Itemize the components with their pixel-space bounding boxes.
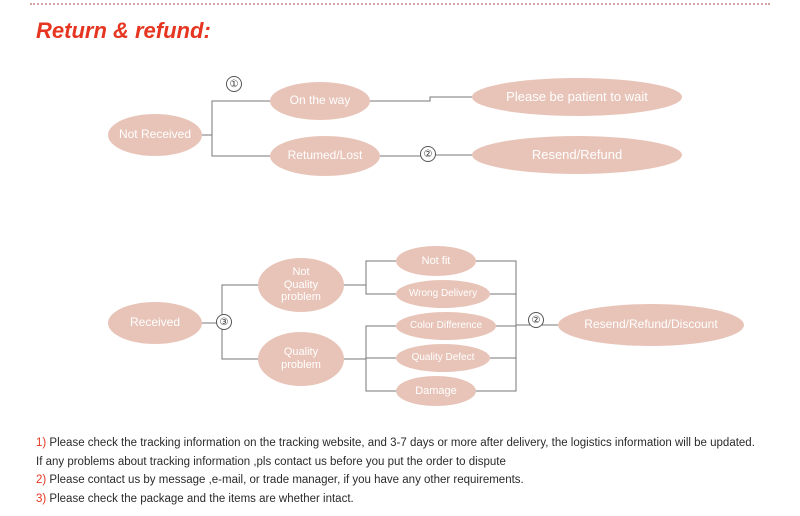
edge-quality_defect-resend_refund2 (490, 325, 558, 358)
edge-received-quality (202, 323, 258, 359)
node-not_quality: NotQualityproblem (258, 258, 344, 312)
node-not_fit: Not fit (396, 246, 476, 276)
footer-line-3: 3) Please check the package and the item… (36, 490, 764, 508)
node-quality: Qualityproblem (258, 332, 344, 386)
node-wrong_delivery: Wrong Delivery (396, 280, 490, 308)
node-returned_lost: Retumed/Lost (270, 136, 380, 176)
edge-not_quality-wrong_delivery (344, 285, 396, 294)
footer-num-2: 2) (36, 474, 49, 486)
step-badge-4: ② (528, 312, 544, 328)
step-badge-3: ③ (216, 314, 232, 330)
node-color_diff: Color Difference (396, 312, 496, 340)
edge-not_quality-not_fit (344, 261, 396, 285)
edge-on_the_way-patient (370, 97, 472, 101)
footer-notes: 1) Please check the tracking information… (36, 434, 764, 508)
footer-line-1: 1) Please check the tracking information… (36, 434, 764, 471)
page-title: Return & refund: (36, 18, 211, 44)
step-badge-2: ② (420, 146, 436, 162)
connector-lines (0, 50, 800, 430)
top-dotted-border (30, 3, 770, 5)
node-not_received: Not Received (108, 114, 202, 156)
node-on_the_way: On the way (270, 82, 370, 120)
edge-quality-damage (344, 359, 396, 391)
footer-num-3: 3) (36, 493, 49, 505)
edge-not_received-on_the_way (202, 101, 270, 135)
step-badge-1: ① (226, 76, 242, 92)
node-resend_refund1: Resend/Refund (472, 136, 682, 174)
flowchart-diagram: Not Received On the way Retumed/Lost Please… (0, 50, 800, 430)
edge-color_diff-resend_refund2 (496, 325, 558, 326)
edge-quality-quality_defect (344, 358, 396, 359)
node-damage: Damage (396, 376, 476, 406)
node-patient: Please be patient to wait (472, 78, 682, 116)
node-quality_defect: Quality Defect (396, 344, 490, 372)
edge-not_received-returned_lost (202, 135, 270, 156)
footer-line-2: 2) Please contact us by message ,e-mail,… (36, 471, 764, 489)
node-resend_refund2: Resend/Refund/Discount (558, 304, 744, 346)
edge-quality-color_diff (344, 326, 396, 359)
edge-wrong_delivery-resend_refund2 (490, 294, 558, 325)
node-received: Received (108, 302, 202, 344)
footer-num-1: 1) (36, 437, 49, 449)
